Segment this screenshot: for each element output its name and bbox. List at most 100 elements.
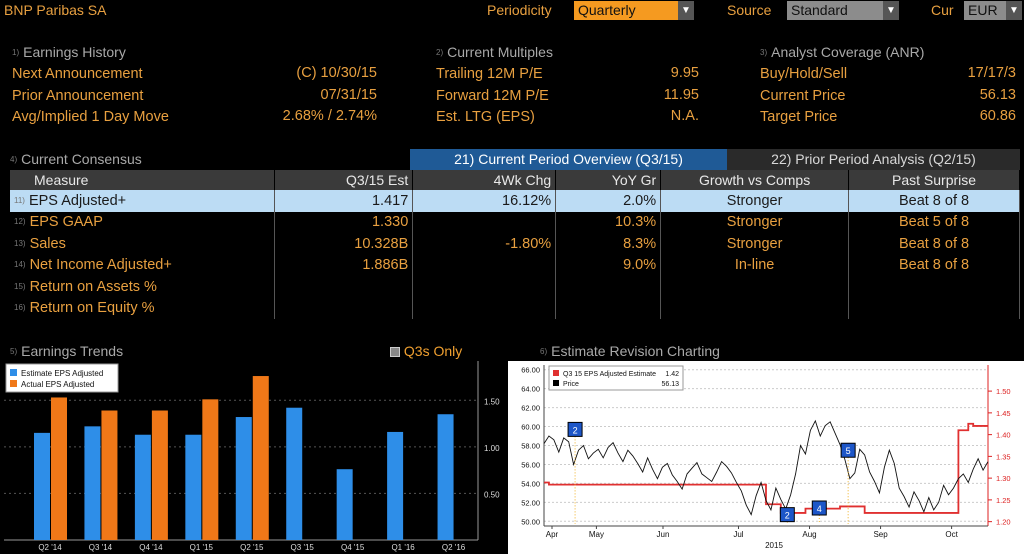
x-tick-label: Q3 '14 bbox=[89, 543, 113, 552]
current-consensus-title[interactable]: 4) Current Consensus bbox=[10, 151, 142, 167]
chevron-down-icon[interactable]: ▼ bbox=[1006, 1, 1022, 20]
growth-vs-comps-cell bbox=[660, 297, 850, 319]
price-line bbox=[543, 419, 989, 516]
info-row: Prior Announcement 07/31/15 bbox=[12, 87, 377, 109]
table-row[interactable]: 13) Sales 10.328B -1.80% 8.3% Stronger Beat 8 … bbox=[10, 233, 1020, 255]
right-tick-label: 1.45 bbox=[996, 409, 1011, 418]
bar bbox=[336, 469, 353, 540]
info-row: Avg/Implied 1 Day Move 2.68% / 2.74% bbox=[12, 108, 377, 130]
section-title: Current Multiples bbox=[447, 44, 553, 60]
column-header[interactable]: YoY Gr bbox=[555, 170, 662, 190]
left-tick-label: 54.00 bbox=[521, 479, 540, 488]
measure-cell[interactable]: 15) Return on Assets % bbox=[10, 276, 276, 298]
column-header[interactable]: 4Wk Chg bbox=[412, 170, 557, 190]
current-multiples-title[interactable]: 2) Current Multiples bbox=[436, 44, 553, 60]
table-row[interactable]: 16) Return on Equity % bbox=[10, 297, 1020, 319]
measure-cell[interactable]: 12) EPS GAAP bbox=[10, 211, 276, 233]
measure-label: Sales bbox=[29, 235, 66, 252]
bar bbox=[101, 410, 118, 540]
tab-current-period[interactable]: 21) Current Period Overview (Q3/15) bbox=[410, 149, 727, 170]
legend-swatch bbox=[553, 370, 559, 376]
legend-label: Actual EPS Adjusted bbox=[21, 380, 94, 389]
chevron-down-icon[interactable]: ▼ bbox=[883, 1, 899, 20]
measure-cell[interactable]: 13) Sales bbox=[10, 233, 276, 255]
measure-cell[interactable]: 16) Return on Equity % bbox=[10, 297, 276, 319]
estimate-cell: 1.886B bbox=[274, 254, 414, 276]
column-header[interactable]: Q3/15 Est bbox=[274, 170, 414, 190]
four-week-change-cell bbox=[412, 254, 557, 276]
section-number: 3) bbox=[760, 48, 768, 57]
estimate-cell bbox=[274, 276, 414, 298]
table-row[interactable]: 14) Net Income Adjusted+ 1.886B 9.0% In-line… bbox=[10, 254, 1020, 276]
left-tick-label: 66.00 bbox=[521, 366, 540, 375]
growth-vs-comps-cell: In-line bbox=[660, 254, 850, 276]
legend-swatch bbox=[10, 369, 17, 376]
estimate-revision-title[interactable]: 6) Estimate Revision Charting bbox=[540, 343, 720, 359]
source-value: Standard bbox=[791, 2, 848, 18]
measure-cell[interactable]: 11) EPS Adjusted+ bbox=[10, 190, 276, 212]
row-value: 11.95 bbox=[663, 86, 699, 103]
row-label: Forward 12M P/E bbox=[436, 87, 549, 104]
row-value: 56.13 bbox=[979, 86, 1016, 103]
row-label: Next Announcement bbox=[12, 66, 143, 82]
row-label: Trailing 12M P/E bbox=[436, 66, 543, 82]
right-tick-label: 1.35 bbox=[996, 452, 1011, 461]
table-row[interactable]: 12) EPS GAAP 1.330 10.3% Stronger Beat 5 of 8 bbox=[10, 211, 1020, 233]
checkbox-icon[interactable] bbox=[390, 347, 400, 357]
company-name: BNP Paribas SA bbox=[4, 2, 107, 18]
section-number: 2) bbox=[436, 48, 444, 57]
x-tick-label: Q2 '16 bbox=[442, 543, 466, 552]
row-value: 07/31/15 bbox=[320, 86, 377, 103]
right-tick-label: 1.25 bbox=[996, 496, 1011, 505]
left-tick-label: 50.00 bbox=[521, 517, 540, 526]
row-label: Prior Announcement bbox=[12, 87, 144, 104]
legend-swatch bbox=[10, 380, 17, 387]
column-header[interactable]: Growth vs Comps bbox=[660, 170, 850, 190]
bar bbox=[185, 434, 202, 540]
bar bbox=[84, 426, 101, 540]
tab-prior-period[interactable]: 22) Prior Period Analysis (Q2/15) bbox=[727, 149, 1020, 170]
source-select[interactable]: Standard ▼ bbox=[787, 1, 899, 20]
section-number: 6) bbox=[540, 347, 548, 356]
estimate-cell: 10.328B bbox=[274, 233, 414, 255]
measure-label: EPS GAAP bbox=[29, 214, 103, 231]
row-number: 16) bbox=[14, 303, 26, 313]
bar bbox=[202, 399, 219, 540]
table-row[interactable]: 11) EPS Adjusted+ 1.417 16.12% 2.0% Stronger B… bbox=[10, 190, 1020, 212]
info-row: Trailing 12M P/E 9.95 bbox=[436, 65, 699, 87]
analyst-coverage-title[interactable]: 3) Analyst Coverage (ANR) bbox=[760, 44, 924, 60]
measure-label: Return on Equity % bbox=[29, 300, 155, 317]
measure-cell[interactable]: 14) Net Income Adjusted+ bbox=[10, 254, 276, 276]
section-title: Estimate Revision Charting bbox=[551, 343, 720, 359]
bar bbox=[34, 432, 50, 540]
estimate-line bbox=[544, 422, 988, 514]
source-label: Source bbox=[727, 2, 772, 18]
row-label: Avg/Implied 1 Day Move bbox=[12, 109, 169, 125]
row-label: Buy/Hold/Sell bbox=[760, 66, 848, 82]
yoy-growth-cell: 2.0% bbox=[555, 190, 662, 212]
past-surprise-cell bbox=[848, 297, 1020, 319]
four-week-change-cell: -1.80% bbox=[412, 233, 557, 255]
yoy-growth-cell bbox=[555, 276, 662, 298]
right-tick-label: 1.40 bbox=[996, 431, 1011, 440]
current-multiples-panel: Trailing 12M P/E 9.95 Forward 12M P/E 11… bbox=[436, 65, 699, 130]
four-week-change-cell bbox=[412, 297, 557, 319]
row-label: Est. LTG (EPS) bbox=[436, 109, 535, 125]
q3s-only-toggle[interactable]: Q3s Only bbox=[390, 343, 462, 359]
earnings-trends-chart: 0.50 1.00 1.50 Q2 '14 Q3 '14 Q4 '14 Q1 '15 Q2 '… bbox=[4, 361, 500, 552]
earnings-history-title[interactable]: 1) Earnings History bbox=[12, 44, 126, 60]
column-header[interactable]: Past Surprise bbox=[848, 170, 1020, 190]
x-tick-label: Q4 '14 bbox=[139, 543, 163, 552]
legend: Q3 15 EPS Adjusted Estimate 1.42 Price 56.1… bbox=[548, 365, 684, 391]
periodicity-select[interactable]: Quarterly ▼ bbox=[574, 1, 694, 20]
info-row: Next Announcement (C) 10/30/15 bbox=[12, 65, 377, 87]
currency-select[interactable]: EUR ▼ bbox=[964, 1, 1022, 20]
earnings-trends-title[interactable]: 5) Earnings Trends bbox=[10, 343, 123, 359]
chevron-down-icon[interactable]: ▼ bbox=[678, 1, 694, 20]
bar bbox=[387, 431, 404, 540]
table-row[interactable]: 15) Return on Assets % bbox=[10, 276, 1020, 298]
column-header[interactable]: Measure bbox=[10, 170, 276, 190]
event-marker-label: 2 bbox=[573, 425, 578, 435]
info-row: Est. LTG (EPS) N.A. bbox=[436, 108, 699, 130]
earnings-history-panel: Next Announcement (C) 10/30/15 Prior Ann… bbox=[12, 65, 377, 130]
